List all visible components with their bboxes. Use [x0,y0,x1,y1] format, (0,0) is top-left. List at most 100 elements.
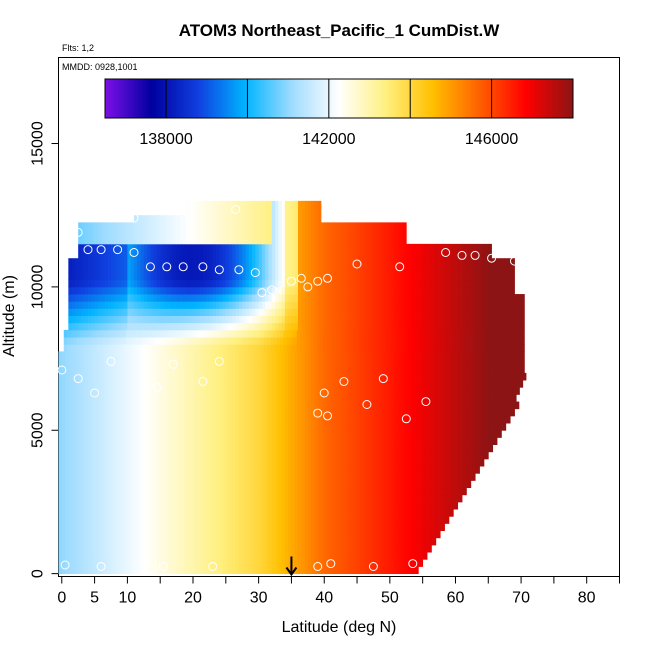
heat-cell [268,365,273,374]
heat-cell [343,487,348,496]
heat-cell [149,329,153,338]
heat-cell [442,494,447,503]
heat-cell [284,437,289,445]
heat-cell [399,401,404,410]
heat-cell [229,380,233,388]
heat-cell [439,516,443,524]
heat-cell [258,358,263,367]
heat-cell [491,394,496,402]
heat-cell [110,351,115,359]
heat-cell [465,480,469,489]
heat-cell [91,380,95,388]
heat-cell [65,380,69,388]
heat-cell [166,394,171,402]
heat-cell [78,487,82,496]
heat-cell [76,344,81,352]
heat-cell [150,530,155,539]
heat-cell [412,523,417,532]
heat-cell [183,537,187,546]
heat-cell [247,337,252,345]
heat-cell [455,401,460,410]
heat-cell [340,566,345,575]
heat-cell [376,458,381,467]
heat-cell [80,329,84,338]
heat-cell [166,387,171,395]
heat-cell [396,308,401,316]
heat-cell [173,552,177,560]
heat-cell [445,458,450,467]
heat-cell [359,337,363,345]
heat-cell [317,408,322,417]
heat-cell [199,358,204,367]
heat-cell [343,315,348,324]
heat-cell [311,473,315,481]
heat-cell [235,552,240,560]
heat-cell [444,337,448,345]
heat-cell [324,552,328,560]
heat-cell [206,372,210,381]
heat-cell [442,301,447,309]
heat-cell [183,401,187,410]
heat-cell [130,537,135,546]
heat-cell [219,301,223,309]
heat-cell [252,480,256,489]
heat-cell [209,473,214,481]
heat-cell [488,380,492,388]
heat-cell [286,329,291,338]
heat-cell [412,387,417,395]
heat-cell [327,458,332,467]
heat-cell [337,315,342,324]
heat-cell [94,544,99,553]
heat-cell [278,401,282,410]
heat-cell [130,516,135,524]
heat-cell [517,358,522,367]
heat-cell [370,308,374,316]
heat-cell [65,509,69,517]
heat-cell [412,487,417,496]
heat-cell [330,358,335,367]
heat-cell [462,351,466,359]
heat-cell [303,329,307,338]
heat-cell [350,451,355,460]
heat-cell [320,351,325,359]
heat-cell [396,315,401,324]
heat-cell [84,473,89,481]
heat-cell [150,301,155,309]
heat-cell [432,516,437,524]
heat-cell [255,516,260,524]
heat-cell [206,451,210,460]
heat-cell [291,308,296,316]
heat-cell [84,322,89,331]
heat-cell [186,358,191,367]
heat-cell [376,494,381,503]
heat-cell [252,380,256,388]
heat-cell [183,466,187,474]
heat-cell [281,322,286,331]
heat-cell [297,444,302,453]
heat-cell [224,337,229,345]
heat-cell [97,415,102,424]
heat-cell [330,401,335,410]
heat-cell [425,509,430,517]
heat-cell [452,480,456,489]
heat-cell [232,408,237,417]
heat-cell [278,473,282,481]
heat-cell [370,301,374,309]
heat-cell [170,394,174,402]
heat-cell [104,301,109,309]
heat-cell [435,501,440,510]
heat-cell [130,387,135,395]
heat-cell [507,301,512,309]
heat-cell [152,337,157,345]
heat-cell [222,523,227,532]
heat-cell [114,537,118,546]
heat-cell [130,437,135,445]
heat-cell [386,437,391,445]
heat-cell [448,301,453,309]
heat-cell [238,315,243,324]
heat-cell [445,494,450,503]
heat-cell [212,466,217,474]
heat-cell [133,537,138,546]
heat-cell [268,494,273,503]
heat-cell [373,394,378,402]
